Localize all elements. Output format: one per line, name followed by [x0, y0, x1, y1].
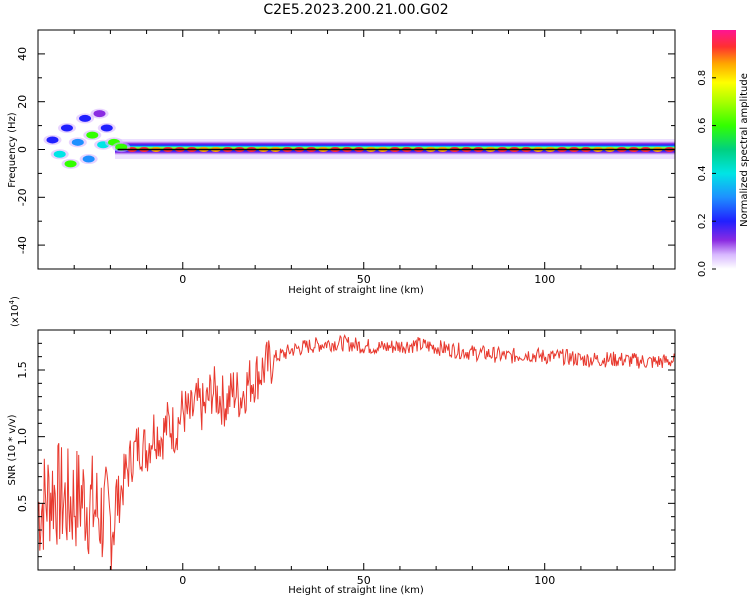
snr-y-multiplier-exp: 4: [8, 299, 16, 304]
snr-x-tick-label: 100: [534, 574, 555, 587]
cluster-blob: [64, 160, 77, 168]
spectrogram-x-tick-label: 0: [179, 273, 186, 286]
snr-y-tick-label: 1.5: [16, 361, 29, 379]
cluster-blob: [71, 138, 84, 146]
spectrogram-y-tick-label: 40: [16, 47, 29, 61]
snr-x-axis-label: Height of straight line (km): [288, 585, 424, 596]
spectrogram-x-axis-label: Height of straight line (km): [288, 285, 424, 296]
colorbar-tick-label: 0.2: [697, 213, 708, 229]
cluster-blob: [100, 124, 113, 132]
colorbar-tick-label: 0.6: [697, 118, 708, 134]
spectrogram-heatmap: [43, 108, 675, 169]
cluster-blob: [79, 114, 92, 122]
spectrogram-y-axis-label: Frequency (Hz): [7, 112, 18, 188]
spectrogram-panel: 0 50 100 -40 -20 0 20 40 Height of straight li…: [7, 29, 676, 296]
snr-y-multiplier-close: ): [10, 296, 21, 300]
cluster-blob: [46, 136, 59, 144]
colorbar-label: Normalized spectral amplitude: [739, 73, 750, 227]
colorbar: 0.0 0.2 0.4 0.6 0.8 Normalized spectral ampl…: [697, 30, 750, 277]
snr-x-tick-label: 50: [357, 574, 371, 587]
cluster-blob: [86, 131, 99, 139]
snr-y-tick-label: 1.0: [16, 428, 29, 446]
snr-x-ticks: 0 50 100: [37, 330, 654, 587]
snr-y-tick-label: 0.5: [16, 495, 29, 513]
spectrogram-y-ticks: -40 -20 0 20 40: [16, 29, 675, 270]
colorbar-gradient: [712, 30, 736, 269]
cluster-blob: [53, 150, 66, 158]
spectrogram-y-tick-label: -40: [16, 236, 29, 254]
low-height-clusters: [43, 108, 131, 169]
colorbar-tick-label: 0.8: [697, 70, 708, 86]
figure-title: C2E5.2023.200.21.00.G02: [263, 2, 448, 18]
colorbar-tick-label: 0.4: [697, 165, 708, 181]
snr-y-multiplier-base: (x10: [10, 304, 21, 327]
snr-y-axis-label: SNR (10 * v/v): [7, 414, 18, 485]
snr-y-multiplier: (x104): [8, 296, 21, 327]
spectrogram-y-tick-label: -20: [16, 188, 29, 206]
spectrogram-x-tick-label: 50: [357, 273, 371, 286]
spectrogram-y-tick-label: 20: [16, 95, 29, 109]
snr-y-ticks: 0.5 1.0 1.5: [16, 342, 675, 558]
spectrogram-y-tick-label: 0: [16, 146, 29, 153]
cluster-blob: [93, 110, 106, 118]
snr-series-line: [38, 333, 675, 570]
cluster-blob: [60, 124, 73, 132]
colorbar-tick-label: 0.0: [697, 261, 708, 277]
snr-x-tick-label: 0: [179, 574, 186, 587]
spectrogram-x-tick-label: 100: [534, 273, 555, 286]
colorbar-ticks: 0.0 0.2 0.4 0.6 0.8: [697, 70, 716, 277]
spectrogram-x-ticks: 0 50 100: [37, 30, 654, 286]
snr-panel: 0 50 100 0.5 1.0 1.5 Height of straight line…: [7, 296, 676, 596]
cluster-blob: [82, 155, 95, 163]
